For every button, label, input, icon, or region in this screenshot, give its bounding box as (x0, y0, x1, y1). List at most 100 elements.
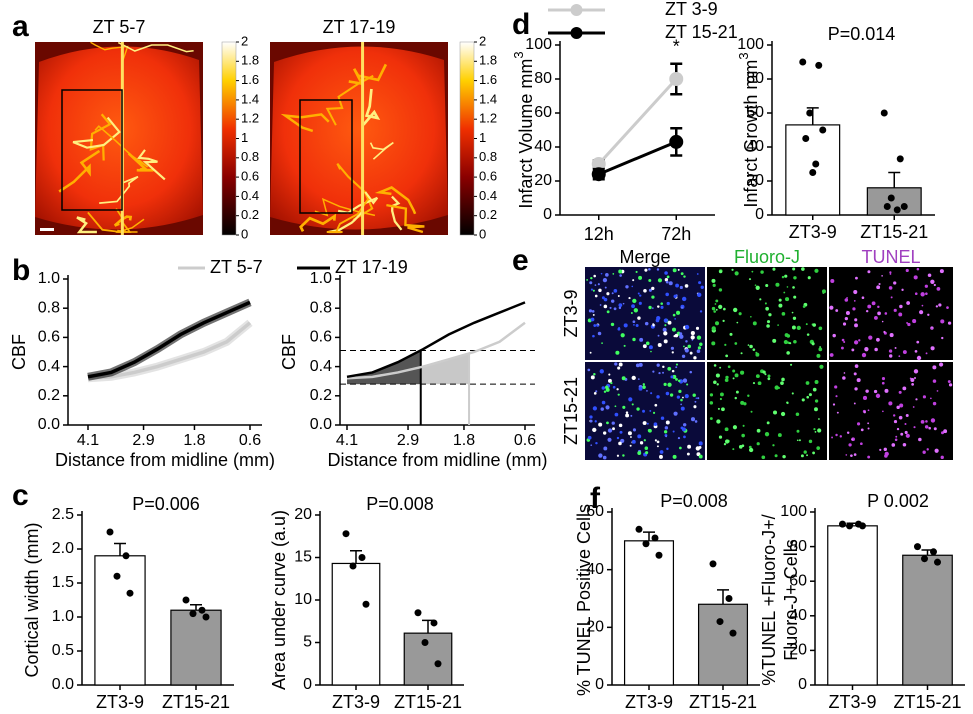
cell (619, 430, 623, 434)
cell (907, 322, 911, 327)
cell (812, 451, 815, 455)
cell (612, 427, 615, 431)
cell (939, 269, 944, 274)
data-point (859, 522, 866, 530)
cell (901, 288, 904, 291)
data-point (809, 169, 817, 176)
cell (632, 298, 637, 304)
cell (806, 395, 810, 399)
colorbar-tick-label: 1 (479, 130, 486, 145)
data-point (893, 206, 901, 214)
shaded-area (347, 350, 421, 385)
cell (681, 354, 686, 359)
cell (941, 431, 945, 435)
y-axis-label: CBF (9, 334, 29, 370)
x-tick-label: 4.1 (336, 432, 358, 449)
cell (831, 436, 834, 439)
cell (925, 292, 928, 295)
cell (700, 285, 704, 289)
cell (846, 431, 850, 434)
roi-box (61, 89, 123, 211)
cell (709, 401, 714, 405)
vessel (90, 41, 129, 62)
cell (610, 382, 613, 385)
y-tick-label: 40 (586, 561, 604, 578)
colorbar-tick-label: 0.4 (241, 188, 259, 203)
panel-letter: a (12, 10, 29, 43)
cell (716, 383, 719, 386)
cell (764, 302, 767, 305)
cell (674, 318, 677, 320)
cell (844, 317, 848, 321)
cell (709, 417, 713, 421)
cell (932, 365, 937, 370)
cell (718, 435, 723, 439)
cell (646, 422, 649, 425)
y-tick-label: 0 (595, 676, 604, 693)
cell (679, 334, 684, 339)
cell (760, 270, 764, 274)
cell (683, 275, 686, 278)
cell (884, 454, 888, 458)
cell (836, 411, 839, 414)
cell (892, 414, 896, 417)
cell (650, 350, 652, 353)
y-tick-label: 0.6 (310, 329, 332, 346)
cell (877, 311, 881, 316)
cell (902, 350, 907, 355)
x-tick-label: ZT3-9 (828, 692, 876, 712)
cell (680, 406, 685, 411)
cell (902, 386, 907, 391)
cell (805, 323, 808, 326)
cell (879, 448, 882, 452)
cell (747, 344, 750, 346)
y-tick-label: 20 (586, 619, 604, 636)
cell (670, 375, 674, 379)
roi-box (299, 99, 353, 214)
cell (783, 291, 786, 294)
cell (623, 323, 628, 328)
cell (684, 324, 690, 330)
y-tick-label: 0.0 (52, 676, 74, 693)
cell (606, 310, 610, 314)
cell (938, 303, 942, 307)
panel-letter: f (590, 482, 601, 515)
cell (793, 276, 797, 280)
cell (656, 440, 660, 444)
cell (793, 295, 797, 299)
cell (919, 310, 924, 315)
cell (877, 305, 880, 309)
cell (898, 415, 903, 420)
vessel (117, 41, 194, 53)
cell (645, 451, 649, 455)
y-tick-label: 40 (534, 138, 552, 155)
cell (622, 405, 626, 409)
cell (733, 307, 738, 313)
cell (603, 390, 607, 393)
error-bar (888, 171, 901, 188)
cell (689, 351, 693, 355)
cell (684, 284, 689, 288)
cell (902, 443, 907, 447)
cell (731, 268, 734, 271)
y-tick-label: 40 (746, 138, 764, 155)
y-tick-label: 20 (746, 172, 764, 189)
cell (860, 428, 864, 432)
cell (677, 436, 681, 440)
cell (660, 416, 665, 420)
cell (714, 303, 717, 305)
cell (888, 401, 893, 406)
cell (622, 302, 625, 305)
cell (667, 320, 672, 325)
error-bar (806, 107, 819, 125)
cell (860, 442, 863, 446)
cell (922, 395, 927, 399)
cell (684, 348, 689, 353)
cell (602, 455, 607, 460)
cell (791, 325, 796, 330)
cell (588, 309, 593, 313)
cell (711, 341, 716, 346)
cell (663, 339, 668, 344)
cell (666, 447, 669, 451)
cell (854, 318, 858, 322)
